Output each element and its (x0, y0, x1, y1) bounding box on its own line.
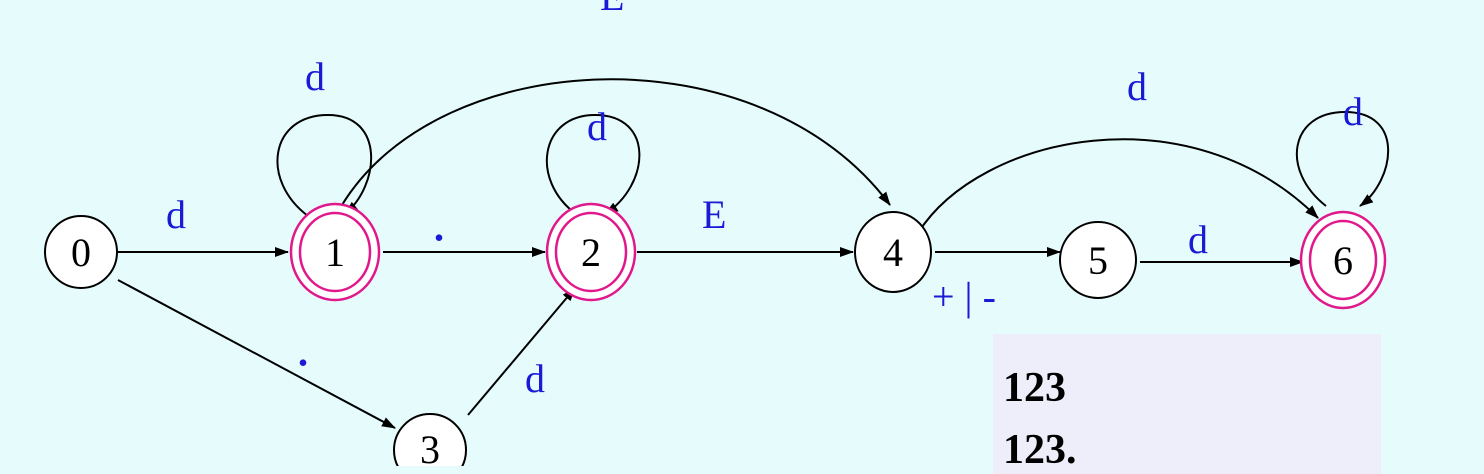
edge-4-6-arc (917, 138, 1319, 234)
edge-label-2-4: E (702, 192, 726, 237)
examples-box: 123 123. (993, 334, 1381, 474)
svg-text:3: 3 (420, 427, 440, 466)
example-string: 123 (1003, 365, 1066, 411)
svg-text:6: 6 (1333, 238, 1353, 283)
state-3: 3 (393, 413, 467, 466)
state-4: 4 (854, 211, 932, 293)
edge-0-3 (117, 279, 396, 429)
edge-label-4-5: + | - (932, 274, 996, 319)
svg-text:2: 2 (581, 230, 601, 275)
edge-1-4-arc (341, 78, 891, 206)
state-6: 6 (1299, 210, 1387, 310)
edge-1-1-loop (276, 113, 372, 217)
example-string: 123. (1003, 427, 1077, 473)
state-2: 2 (545, 202, 637, 302)
edge-label-6-6: d (1343, 89, 1363, 134)
edge-label-0-1: d (166, 192, 186, 237)
edge-label-1-2: . (432, 191, 446, 253)
edge-label-1-4: E (600, 0, 624, 19)
state-0: 0 (44, 215, 118, 289)
edge-6-6-loop (1295, 110, 1390, 207)
svg-text:0: 0 (71, 230, 91, 275)
edge-label-1-1: d (305, 54, 325, 99)
edge-label-4-6: d (1127, 64, 1147, 109)
state-5: 5 (1059, 221, 1137, 299)
edge-3-2 (467, 287, 576, 416)
edge-label-2-2: d (587, 104, 607, 149)
edge-label-0-3: . (296, 316, 310, 378)
edge-label-3-2: d (525, 356, 545, 401)
edge-2-2-loop (545, 113, 641, 215)
svg-text:1: 1 (325, 230, 345, 275)
svg-text:5: 5 (1088, 238, 1108, 283)
edge-label-5-6: d (1188, 217, 1208, 262)
state-1: 1 (289, 202, 381, 302)
svg-text:4: 4 (883, 230, 903, 275)
